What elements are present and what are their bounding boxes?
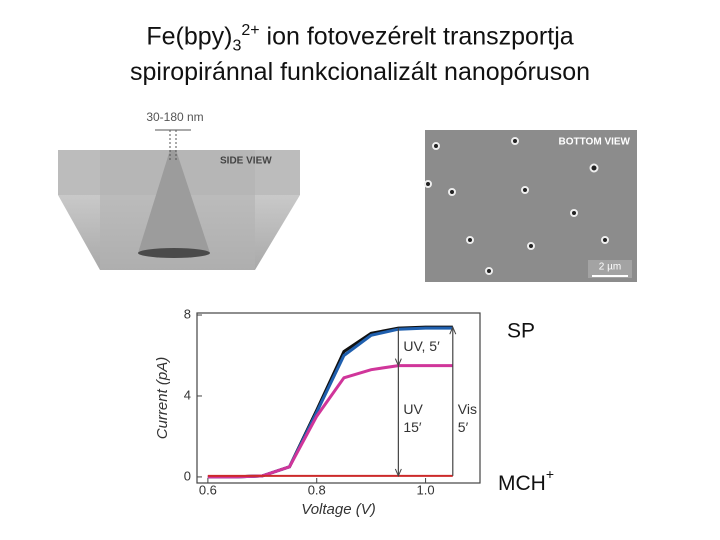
y-axis-label: Current (pA) <box>154 357 171 440</box>
view-label: BOTTOM VIEW <box>559 137 631 148</box>
annotation: 15′ <box>403 419 422 435</box>
y-tick-label: 8 <box>184 306 191 321</box>
x-tick-label: 0.6 <box>199 482 217 497</box>
view-label: SIDE VIEW <box>220 156 272 167</box>
side-view: 30-180 nm SIDE VIEW <box>58 110 300 270</box>
annotation: Vis <box>458 401 477 417</box>
bottom-view: BOTTOM VIEW 2 µm <box>424 130 637 282</box>
pore-opening <box>138 248 210 258</box>
cone <box>138 150 210 253</box>
state-sup: + <box>546 466 554 482</box>
state-label: SP <box>507 320 535 343</box>
scale-box <box>588 260 632 278</box>
slide-title: Fe(bpy)32+ ion fotovezérelt transzportja <box>0 22 720 55</box>
arrow-head <box>449 325 457 335</box>
title-text: Fe(bpy) <box>146 22 233 51</box>
slide-title: spiropiránnal funkcionalizált nanopóruso… <box>129 58 591 86</box>
x-axis-label: Voltage (V) <box>301 501 375 518</box>
sem-image <box>425 130 637 282</box>
title-text: ion fotovezérelt transzportja <box>259 22 574 51</box>
chart: 0 4 8 0.6 0.8 1.0 Voltage (V) Current (pA) UV, 5… <box>154 306 481 518</box>
title-sup: 2+ <box>241 22 260 39</box>
x-tick-label: 1.0 <box>417 482 435 497</box>
x-tick-label: 0.8 <box>308 482 326 497</box>
annotation: 5′ <box>458 419 469 435</box>
annotation: UV, 5′ <box>403 338 440 354</box>
arrow-head <box>394 358 402 367</box>
plot-frame <box>196 312 481 484</box>
y-tick-label: 0 <box>184 468 191 483</box>
size-label: 30-180 nm <box>146 110 203 124</box>
title-sub: 3 <box>232 37 242 55</box>
pores <box>424 137 609 275</box>
annotation: UV <box>403 401 423 417</box>
arrow-head <box>394 468 402 478</box>
y-tick-label: 4 <box>184 387 191 402</box>
state-text: MCH <box>498 472 546 495</box>
scale-label: 2 µm <box>599 262 621 273</box>
state-label: MCH+ <box>498 466 554 495</box>
